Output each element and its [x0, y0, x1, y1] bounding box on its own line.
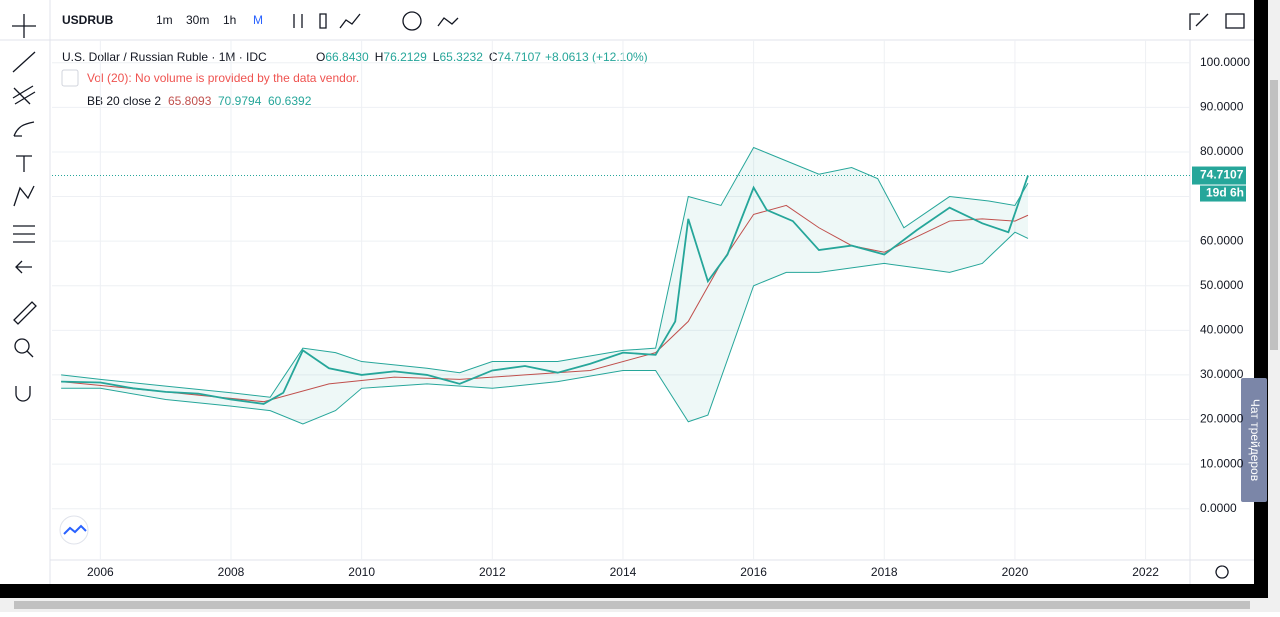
x-tick-label: 2018	[871, 565, 898, 579]
y-tick-label: 20.0000	[1200, 412, 1244, 426]
price-badge	[1192, 166, 1246, 185]
ohlc-key: O	[316, 50, 325, 64]
volume-message: Vol (20): No volume is provided by the d…	[87, 71, 359, 85]
x-tick-label: 2012	[479, 565, 506, 579]
interval[interactable]: 1m	[156, 13, 173, 27]
scroll-thumb-h[interactable]	[14, 601, 1250, 609]
fullscreen-icon[interactable]	[1189, 13, 1209, 30]
x-tick-label: 2014	[610, 565, 637, 579]
series-line	[61, 146, 1029, 398]
settings-icon[interactable]	[1215, 565, 1229, 579]
ohlc-value: 66.8430	[325, 50, 369, 64]
band-fill	[61, 147, 1028, 424]
y-tick-label: 30.0000	[1200, 367, 1244, 381]
y-tick-label: 60.0000	[1200, 233, 1244, 247]
x-tick-label: 2006	[87, 565, 114, 579]
bb-upper: 70.9794	[218, 94, 262, 108]
side-tab[interactable]	[1241, 378, 1267, 502]
collapse-toggle[interactable]	[61, 69, 79, 87]
series-line	[61, 175, 1029, 405]
y-tick-label: 10.0000	[1200, 456, 1244, 470]
x-tick-label: 2008	[218, 565, 245, 579]
symbol[interactable]: USDRUB	[62, 13, 114, 27]
ohlc-key: C	[489, 50, 498, 64]
ohlc-value: 74.7107	[498, 50, 542, 64]
frame-right	[1254, 0, 1268, 598]
ohlc-key: H	[375, 50, 384, 64]
interval[interactable]: M	[253, 13, 263, 27]
y-tick-label: 40.0000	[1200, 322, 1244, 336]
side-tab-label[interactable]: Чат трейдеров	[1248, 399, 1262, 481]
x-tick-label: 2016	[740, 565, 767, 579]
change: +8.0613 (+12.10%)	[545, 50, 648, 64]
interval[interactable]: 1h	[223, 13, 236, 27]
ohlc-value: 65.3232	[439, 50, 483, 64]
bb-lower: 60.6392	[268, 94, 312, 108]
y-tick-label: 0.0000	[1200, 501, 1237, 515]
chart-type-icons[interactable]	[293, 13, 361, 29]
legend-title: U.S. Dollar / Russian Ruble · 1M · IDC	[62, 50, 267, 64]
x-tick-label: 2022	[1132, 565, 1159, 579]
price-badge-label: 74.7107	[1200, 168, 1244, 182]
y-tick-label: 50.0000	[1200, 278, 1244, 292]
scroll-thumb-v[interactable]	[1270, 80, 1278, 350]
ohlc: O66.8430 H76.2129 L65.3232 C74.7107 +8.0613 …	[316, 50, 648, 64]
ohlc-key: L	[433, 50, 440, 64]
snapshot-icon[interactable]	[1225, 13, 1245, 29]
logo-mark	[63, 524, 87, 535]
interval[interactable]: 30m	[186, 13, 209, 27]
tool-icons[interactable]	[12, 14, 37, 402]
ohlc-value: 76.2129	[383, 50, 427, 64]
y-tick-label: 100.0000	[1200, 55, 1250, 69]
bb-basis: 65.8093	[168, 94, 212, 108]
indicator-icon[interactable]	[402, 11, 422, 31]
compare-icon[interactable]	[437, 17, 459, 27]
frame-bottom	[0, 584, 1268, 598]
y-tick-label: 90.0000	[1200, 100, 1244, 114]
x-tick-label: 2020	[1002, 565, 1029, 579]
y-tick-label: 80.0000	[1200, 144, 1244, 158]
countdown-badge	[1200, 185, 1246, 202]
bb-label: BB 20 close 2	[87, 94, 161, 108]
series-line	[61, 231, 1029, 425]
x-tick-label: 2010	[348, 565, 375, 579]
countdown-label: 19d 6h	[1206, 186, 1244, 200]
